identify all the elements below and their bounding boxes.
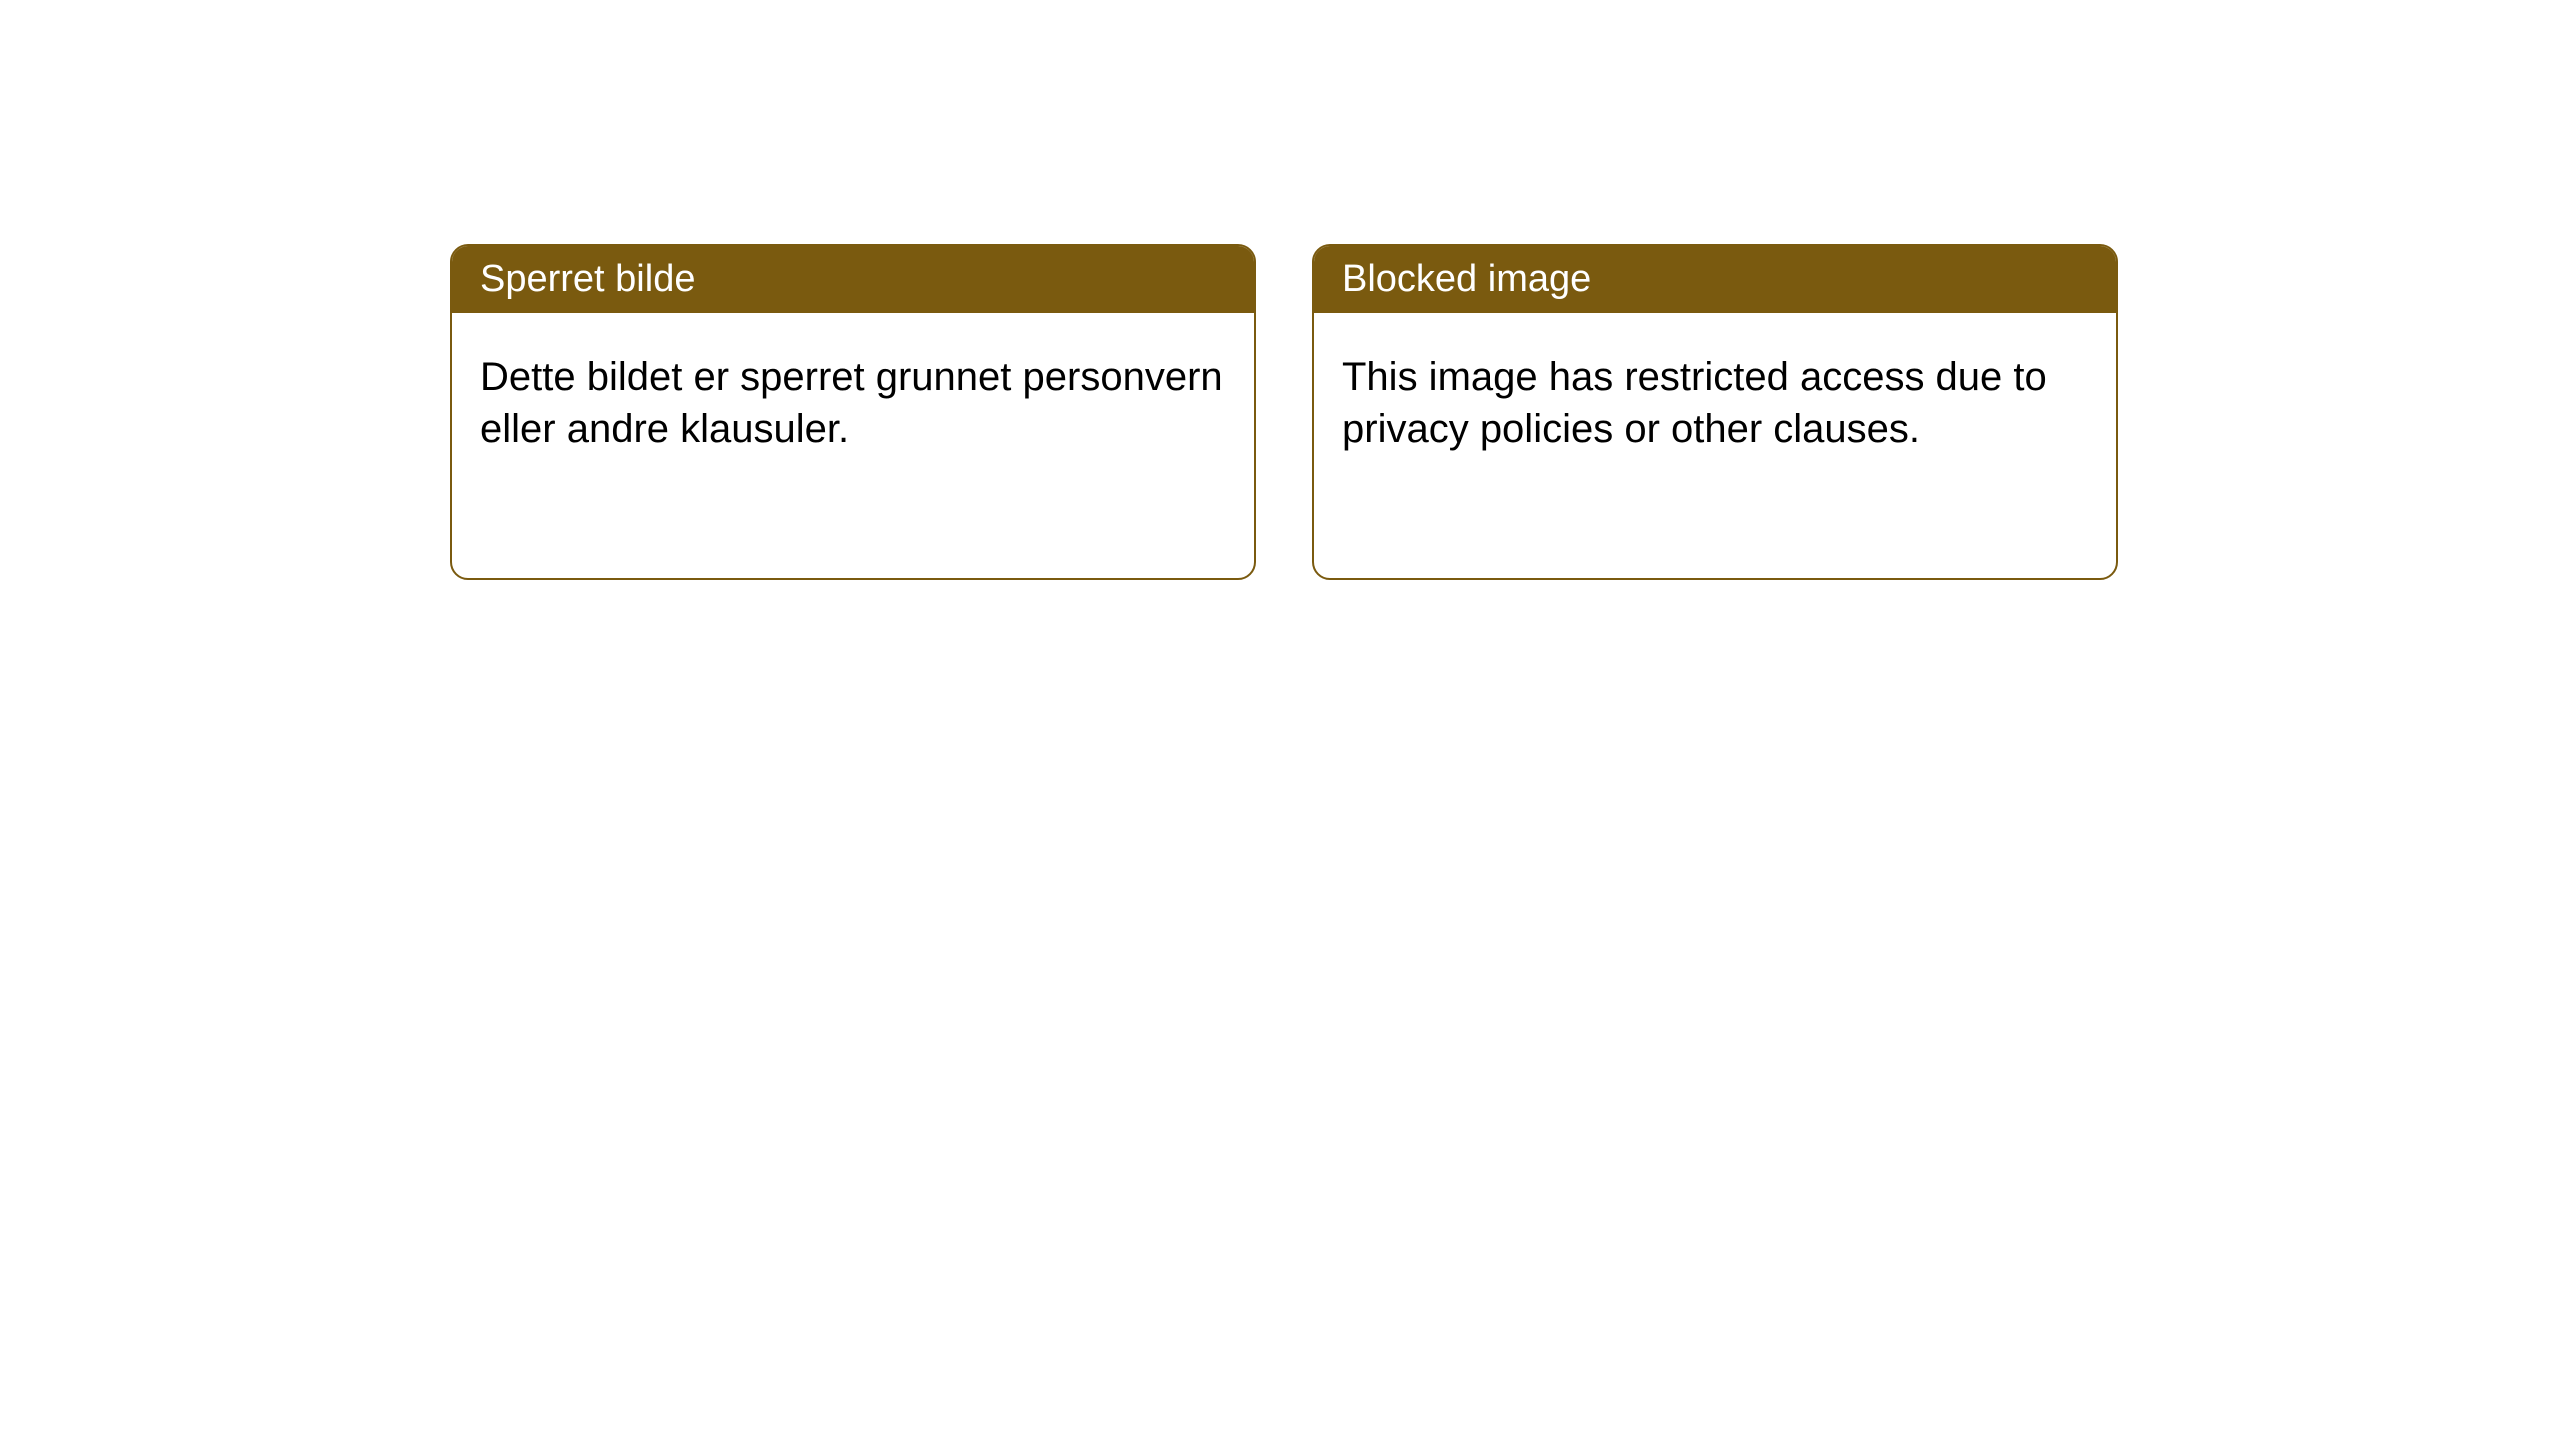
notice-body: Dette bildet er sperret grunnet personve… — [452, 313, 1254, 493]
notice-container: Sperret bilde Dette bildet er sperret gr… — [0, 0, 2560, 580]
notice-header: Blocked image — [1314, 246, 2116, 313]
notice-header: Sperret bilde — [452, 246, 1254, 313]
notice-card-english: Blocked image This image has restricted … — [1312, 244, 2118, 580]
notice-card-norwegian: Sperret bilde Dette bildet er sperret gr… — [450, 244, 1256, 580]
notice-body: This image has restricted access due to … — [1314, 313, 2116, 493]
